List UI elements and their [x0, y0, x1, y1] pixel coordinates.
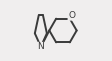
Text: N: N — [38, 42, 44, 51]
Text: O: O — [68, 11, 75, 20]
